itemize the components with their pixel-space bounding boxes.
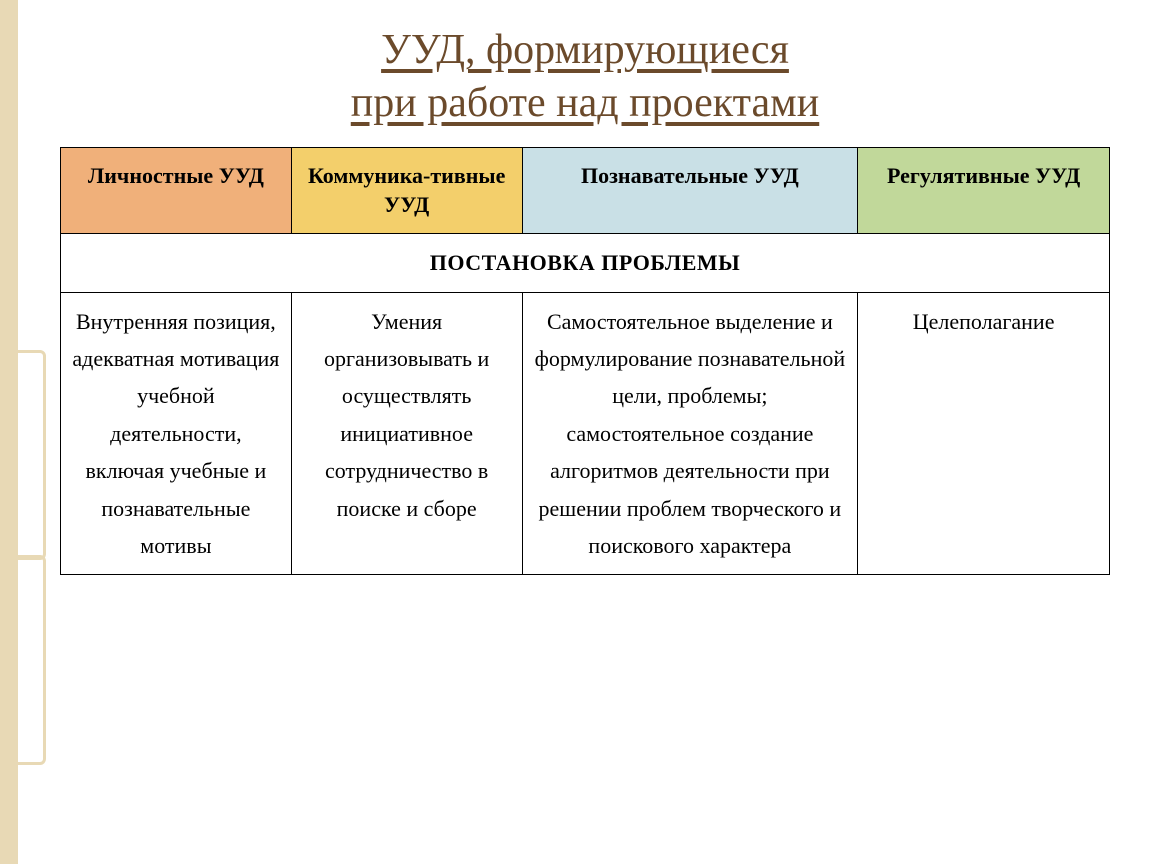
content-row: Внутренняя позиция, адекватная мотивация… [61, 292, 1110, 575]
header-col-2: Коммуника-тивные УУД [291, 148, 522, 234]
section-row: ПОСТАНОВКА ПРОБЛЕМЫ [61, 234, 1110, 292]
section-title: ПОСТАНОВКА ПРОБЛЕМЫ [61, 234, 1110, 292]
cell-col-4: Целеполагание [858, 292, 1110, 575]
decorative-rect [6, 555, 46, 765]
cell-col-2: Умения организовывать и осуществлять ини… [291, 292, 522, 575]
decorative-overlay [6, 0, 46, 864]
header-col-1: Личностные УУД [61, 148, 292, 234]
decorative-rect [6, 350, 46, 560]
page-title: УУД, формирующиеся при работе над проект… [60, 24, 1110, 129]
cell-col-1: Внутренняя позиция, адекватная мотивация… [61, 292, 292, 575]
title-line-2: при работе над проектами [351, 80, 819, 126]
header-col-3: Познавательные УУД [522, 148, 858, 234]
cell-col-3: Самостоятельное выделение и формулирован… [522, 292, 858, 575]
slide: УУД, формирующиеся при работе над проект… [0, 0, 1150, 599]
header-col-4: Регулятивные УУД [858, 148, 1110, 234]
title-line-1: УУД, формирующиеся [381, 27, 789, 73]
main-table: Личностные УУД Коммуника-тивные УУД Позн… [60, 147, 1110, 575]
table-header-row: Личностные УУД Коммуника-тивные УУД Позн… [61, 148, 1110, 234]
